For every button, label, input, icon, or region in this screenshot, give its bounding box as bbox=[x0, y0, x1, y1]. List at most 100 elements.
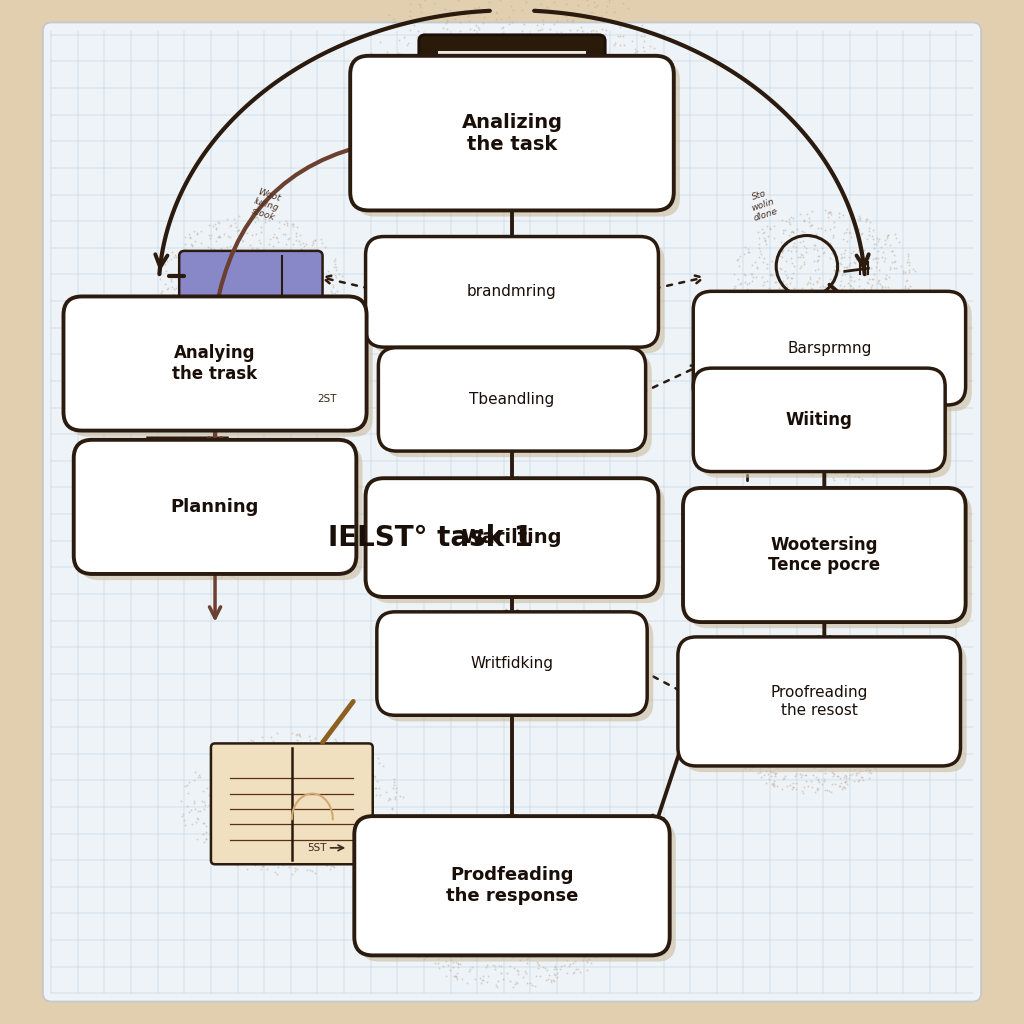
Point bbox=[837, 306, 853, 323]
Point bbox=[769, 737, 785, 754]
Point bbox=[399, 35, 416, 51]
Point bbox=[239, 554, 255, 570]
Point bbox=[489, 941, 506, 957]
Point bbox=[866, 760, 883, 776]
Point bbox=[877, 730, 893, 746]
Point bbox=[479, 890, 496, 906]
Point bbox=[284, 272, 300, 289]
Point bbox=[437, 968, 454, 984]
Point bbox=[181, 226, 198, 243]
Point bbox=[191, 500, 208, 516]
Point bbox=[393, 929, 410, 945]
Point bbox=[187, 541, 204, 557]
Point bbox=[168, 523, 184, 540]
Point bbox=[449, 965, 465, 981]
Point bbox=[788, 759, 805, 775]
Point bbox=[822, 204, 839, 220]
Point bbox=[224, 505, 241, 521]
Point bbox=[476, 936, 493, 952]
Point bbox=[797, 284, 813, 300]
Point bbox=[856, 353, 872, 370]
Point bbox=[268, 272, 285, 289]
Point bbox=[187, 538, 204, 554]
Point bbox=[916, 417, 933, 433]
Point bbox=[806, 237, 822, 253]
Point bbox=[273, 511, 290, 527]
Point bbox=[781, 402, 798, 419]
Point bbox=[428, 920, 444, 936]
Point bbox=[543, 913, 559, 930]
Point bbox=[511, 859, 527, 876]
Point bbox=[255, 308, 271, 325]
Point bbox=[897, 374, 913, 390]
Point bbox=[265, 238, 282, 254]
Point bbox=[768, 691, 784, 708]
Point bbox=[323, 291, 339, 307]
Point bbox=[806, 253, 822, 269]
Point bbox=[274, 752, 291, 768]
Point bbox=[180, 513, 197, 529]
Point bbox=[744, 266, 761, 283]
Point bbox=[266, 493, 283, 509]
Point bbox=[881, 268, 897, 285]
Point bbox=[361, 752, 378, 768]
Point bbox=[785, 699, 802, 716]
Point bbox=[739, 715, 756, 731]
Point bbox=[307, 313, 324, 330]
Point bbox=[805, 767, 821, 783]
Point bbox=[475, 887, 492, 903]
Point bbox=[816, 726, 833, 742]
Point bbox=[778, 700, 795, 717]
Point bbox=[827, 739, 844, 756]
Point bbox=[826, 428, 843, 444]
Point bbox=[569, 89, 586, 105]
Point bbox=[873, 249, 890, 265]
Point bbox=[759, 384, 775, 400]
Point bbox=[184, 518, 201, 535]
Point bbox=[180, 553, 197, 569]
Point bbox=[208, 503, 224, 519]
Point bbox=[847, 429, 863, 445]
Point bbox=[156, 545, 172, 561]
Point bbox=[901, 264, 918, 281]
Point bbox=[327, 731, 343, 748]
Point bbox=[306, 809, 323, 825]
Point bbox=[739, 301, 756, 317]
Point bbox=[184, 476, 201, 493]
Point bbox=[778, 689, 795, 706]
Point bbox=[518, 0, 535, 10]
Point bbox=[871, 231, 888, 248]
Point bbox=[582, 933, 598, 949]
Point bbox=[826, 410, 843, 426]
Point bbox=[193, 482, 209, 499]
Point bbox=[771, 318, 787, 335]
Point bbox=[240, 500, 256, 516]
Point bbox=[276, 823, 293, 840]
Point bbox=[278, 326, 294, 342]
Point bbox=[185, 519, 202, 536]
Point bbox=[822, 445, 839, 462]
Point bbox=[452, 50, 468, 67]
Point bbox=[878, 271, 894, 288]
Point bbox=[172, 305, 188, 322]
Point bbox=[209, 249, 225, 265]
Point bbox=[831, 770, 848, 786]
Point bbox=[831, 255, 848, 271]
Point bbox=[315, 796, 332, 812]
Point bbox=[340, 737, 356, 754]
Point bbox=[227, 550, 244, 566]
Point bbox=[508, 131, 524, 147]
Point bbox=[289, 861, 305, 878]
Point bbox=[768, 307, 784, 324]
Point bbox=[873, 240, 890, 256]
Point bbox=[230, 519, 247, 536]
Point bbox=[205, 552, 221, 568]
Point bbox=[295, 854, 311, 870]
Point bbox=[312, 265, 329, 282]
Point bbox=[285, 745, 301, 762]
Point bbox=[777, 263, 794, 280]
Point bbox=[534, 925, 550, 941]
Point bbox=[333, 785, 349, 802]
Point bbox=[912, 397, 929, 414]
Point bbox=[474, 972, 490, 988]
